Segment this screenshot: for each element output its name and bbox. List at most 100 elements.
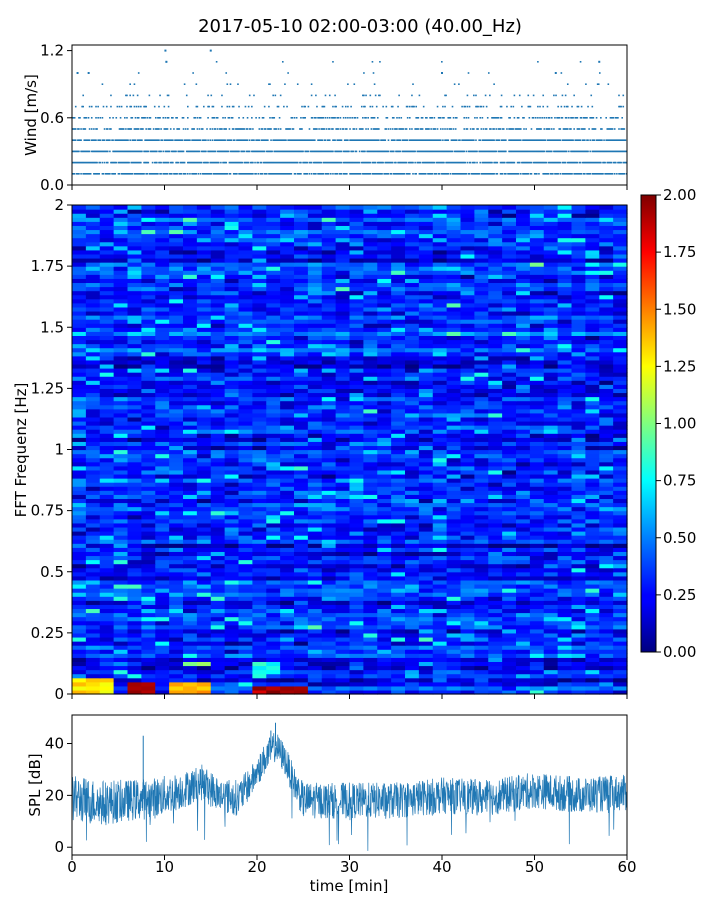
wind-point <box>491 150 493 153</box>
wind-point <box>484 150 487 153</box>
wind-point <box>525 128 527 130</box>
wind-point <box>495 128 498 130</box>
wind-point <box>399 139 401 141</box>
wind-point <box>409 139 411 141</box>
wind-point <box>591 150 594 153</box>
spectrogram-cell <box>113 600 129 605</box>
spectrogram-cell <box>488 657 503 662</box>
spectrogram-cell <box>85 526 101 532</box>
wind-point <box>263 139 266 141</box>
wind-point <box>277 139 280 141</box>
wind-point <box>389 150 392 153</box>
spectrogram-cell <box>169 636 184 642</box>
wind-point <box>585 150 587 153</box>
wind-point <box>514 173 517 175</box>
wind-point <box>293 161 296 164</box>
wind-point <box>134 128 137 130</box>
spectrogram-cell <box>418 579 434 585</box>
spectrogram-cell <box>363 571 378 577</box>
spectrogram-cell <box>196 486 212 491</box>
wind-point <box>372 139 375 141</box>
spectrogram-cell <box>557 547 573 552</box>
spectrogram-cell <box>85 506 101 512</box>
wind-point <box>390 105 393 108</box>
spectrogram-cell <box>432 628 448 634</box>
wind-point <box>555 161 557 164</box>
spectrogram-cell <box>155 506 170 512</box>
wind-point <box>479 139 482 141</box>
spectrogram-cell <box>335 579 351 585</box>
wind-point <box>509 150 511 153</box>
spectrogram-cell <box>529 514 545 520</box>
spectrogram-cell <box>266 555 281 561</box>
wind-point <box>170 139 173 141</box>
spectrogram-cell <box>294 571 309 577</box>
wind-point <box>570 128 572 130</box>
spectrogram-cell <box>613 612 628 618</box>
spectrogram-cell <box>585 494 600 499</box>
spectrogram-cell <box>460 522 475 528</box>
spectrogram-cell <box>516 490 531 495</box>
spectrogram-cell <box>196 531 212 536</box>
spectrogram-cell <box>488 604 503 610</box>
wind-point <box>453 150 456 153</box>
wind-point <box>189 161 191 164</box>
wind-point <box>298 173 300 175</box>
spectrogram-cell <box>72 673 87 679</box>
spectrogram-cell <box>183 457 198 463</box>
wind-point <box>558 128 561 130</box>
spectrogram-cell <box>141 535 156 540</box>
wind-point <box>512 105 515 108</box>
wind-point <box>611 173 614 175</box>
spectrogram-cell <box>488 632 503 638</box>
wind-point <box>475 150 477 153</box>
spectrogram-cell <box>377 575 392 581</box>
spectrogram-cell <box>127 579 142 585</box>
wind-point <box>296 161 299 164</box>
spectrogram-cell <box>377 559 392 565</box>
wind-point <box>131 139 134 141</box>
spectrogram-cell <box>557 600 573 605</box>
spectrogram-cell <box>335 510 351 516</box>
wind-point <box>213 128 216 130</box>
wind-point <box>320 117 323 119</box>
spectrogram-cell <box>169 677 184 683</box>
wind-point <box>134 173 137 175</box>
wind-point <box>438 161 441 164</box>
spectrogram-cell <box>155 632 170 638</box>
spectrogram-cell <box>516 624 531 630</box>
spectrogram-cell <box>391 506 406 512</box>
wind-point <box>85 161 88 164</box>
spectrogram-cell <box>557 490 573 495</box>
spectrogram-cell <box>543 657 559 662</box>
wind-point <box>346 150 348 153</box>
spectrogram-cell <box>474 624 489 630</box>
spectrogram-cell <box>363 498 378 504</box>
spectrogram-cell <box>432 645 448 650</box>
wind-point <box>485 128 488 130</box>
spectrogram-cell <box>252 579 267 585</box>
wind-point <box>415 117 418 119</box>
spectrogram-cell <box>391 547 406 552</box>
spectrogram-cell <box>488 588 503 593</box>
spectrogram-cell <box>183 677 198 683</box>
spectrogram-cell <box>294 600 309 605</box>
wind-point <box>438 150 441 153</box>
wind-point <box>371 173 374 175</box>
spectrogram-cell <box>502 628 517 634</box>
spectrogram-cell <box>169 514 184 520</box>
spectrogram-cell <box>405 612 420 618</box>
spectrogram-cell <box>460 502 475 508</box>
wind-point <box>231 161 234 164</box>
spectrogram-cell <box>377 547 392 552</box>
spectrogram-cell <box>127 608 142 614</box>
spectrogram-cell <box>85 531 101 536</box>
spectrogram-cell <box>613 502 628 508</box>
wind-point <box>206 128 208 130</box>
wind-point <box>562 150 565 153</box>
spectrogram-cell <box>557 535 573 540</box>
spectrogram-cell <box>169 535 184 540</box>
spectrogram-cell <box>516 514 531 520</box>
wind-point <box>207 173 209 175</box>
spectrogram-cell <box>432 579 448 585</box>
